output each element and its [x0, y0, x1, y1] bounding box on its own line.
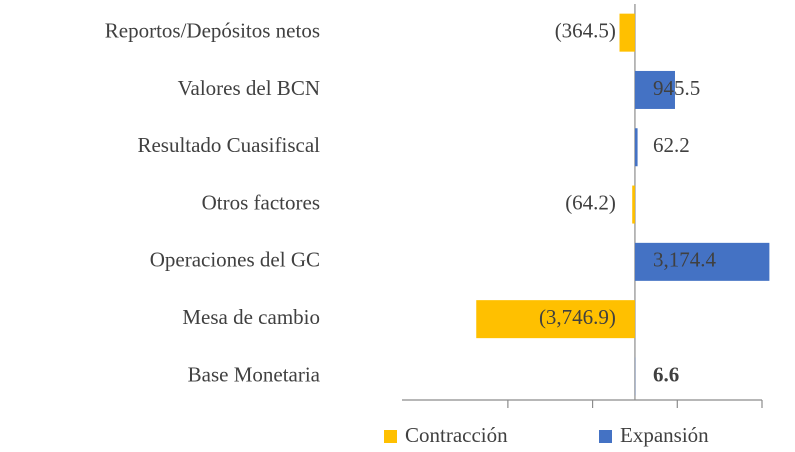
legend-swatch	[384, 430, 397, 443]
legend-swatch	[599, 430, 612, 443]
value-label: 6.6	[653, 362, 679, 386]
value-label: (64.2)	[565, 190, 616, 214]
bar	[634, 128, 638, 167]
category-label: Operaciones del GC	[150, 248, 320, 272]
bar	[476, 300, 635, 339]
value-label: 945.5	[653, 76, 700, 100]
value-label: (3,746.9)	[539, 305, 616, 329]
legend-label: Contracción	[405, 423, 508, 447]
category-label: Valores del BCN	[178, 76, 320, 100]
category-label: Otros factores	[202, 190, 320, 214]
bar	[634, 70, 675, 109]
category-label: Reportos/Depósitos netos	[105, 18, 320, 42]
category-label: Resultado Cuasifiscal	[137, 133, 320, 157]
value-label: (364.5)	[555, 18, 616, 42]
bar	[632, 185, 635, 224]
category-label: Mesa de cambio	[182, 305, 320, 329]
bar	[619, 13, 635, 52]
category-label: Base Monetaria	[188, 362, 321, 386]
value-label: 62.2	[653, 133, 690, 157]
bar	[634, 242, 770, 281]
value-label: 3,174.4	[653, 248, 717, 272]
legend-label: Expansión	[620, 423, 709, 447]
